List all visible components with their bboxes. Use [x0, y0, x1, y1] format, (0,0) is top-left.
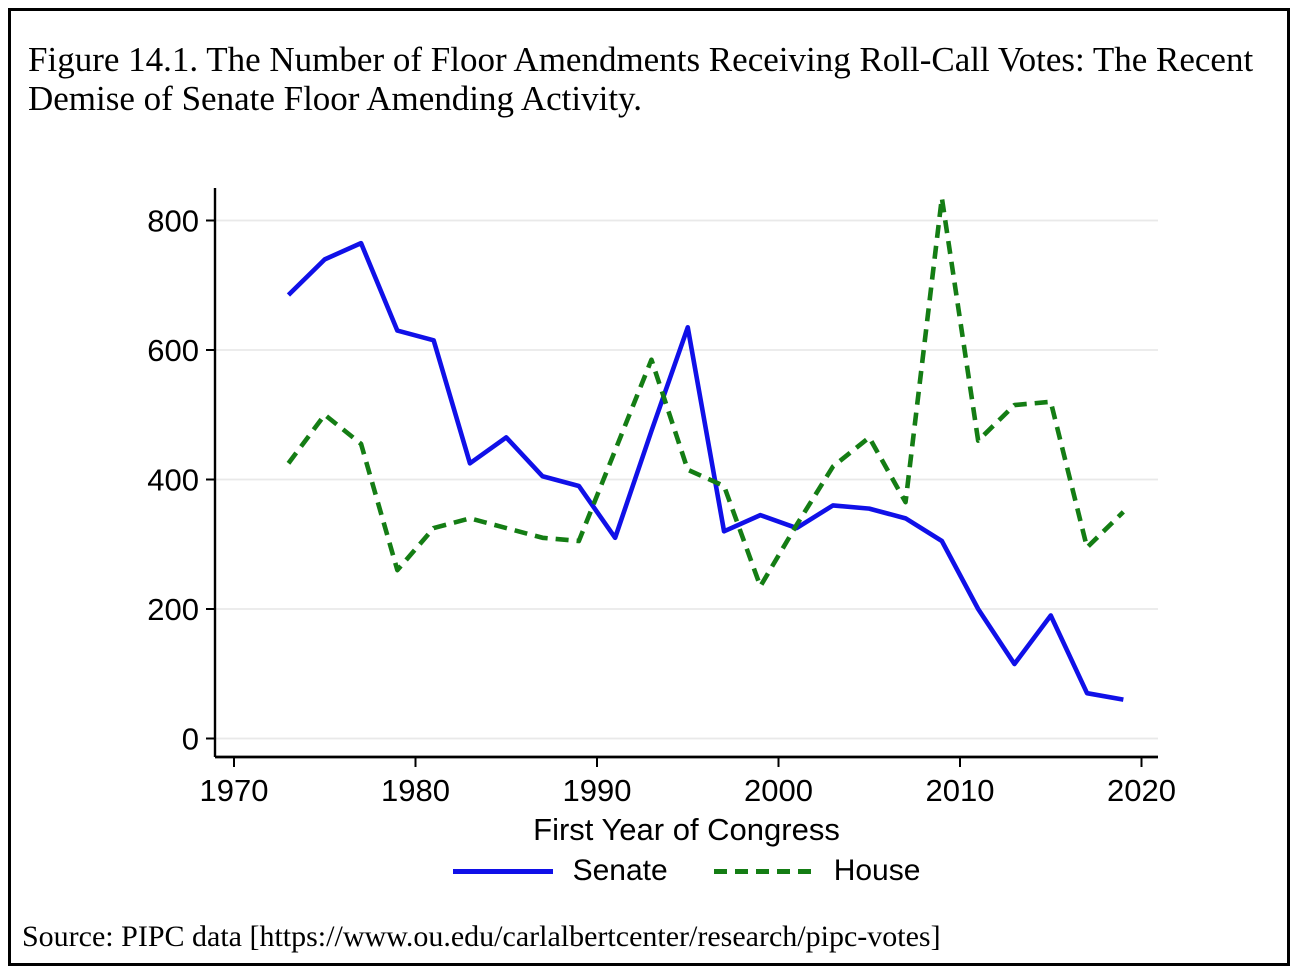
x-tick-label: 2010 — [926, 773, 995, 808]
x-tick-label: 1970 — [200, 773, 269, 808]
y-tick-label: 800 — [147, 204, 199, 239]
x-axis-title: First Year of Congress — [533, 812, 840, 847]
legend-item-senate: Senate — [452, 854, 668, 888]
x-tick-label: 1980 — [381, 773, 450, 808]
legend-label-senate: Senate — [572, 854, 668, 887]
y-tick-label: 200 — [147, 592, 199, 627]
chart-legend: Senate House — [215, 853, 1158, 889]
figure-title: Figure 14.1. The Number of Floor Amendme… — [28, 40, 1254, 119]
y-tick-label: 400 — [147, 463, 199, 498]
x-tick-label: 1990 — [563, 773, 632, 808]
source-note: Source: PIPC data [https://www.ou.edu/ca… — [22, 920, 941, 953]
legend-item-house: House — [713, 854, 921, 888]
y-tick-label: 600 — [147, 333, 199, 368]
house-line-swatch — [713, 868, 814, 874]
house-series-line — [286, 195, 1125, 589]
legend-label-house: House — [833, 854, 921, 887]
x-tick-label: 2020 — [1107, 773, 1176, 808]
senate-line-swatch — [452, 868, 553, 874]
x-tick-label: 2000 — [744, 773, 813, 808]
senate-series-line — [286, 240, 1124, 702]
y-tick-label: 0 — [182, 722, 199, 757]
